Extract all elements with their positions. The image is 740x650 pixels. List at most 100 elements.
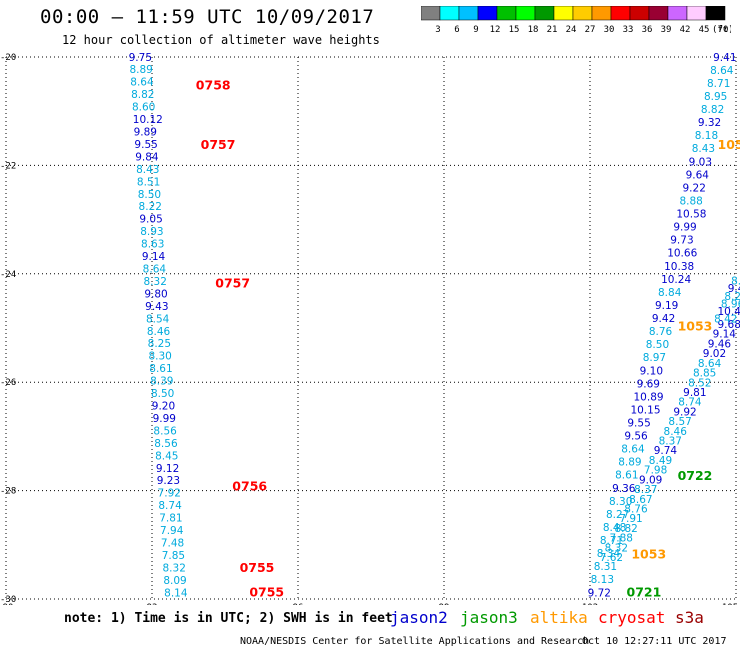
swh-value-left-track: 9.84 (135, 151, 159, 163)
swh-value-right-track-2: 8.74 (678, 397, 702, 409)
y-tick-label: -22 (0, 161, 16, 171)
swh-value-left-track: 9.14 (142, 251, 166, 263)
swh-value-left-track: 10.12 (133, 114, 163, 126)
swh-value-left-track: 8.61 (149, 363, 172, 375)
swh-value-right-track-1: 8.18 (695, 130, 718, 142)
colorbar-label: 12 (490, 25, 501, 35)
page-title: 00:00 – 11:59 UTC 10/09/2017 (40, 6, 375, 28)
swh-value-right-track-1: 10.15 (630, 404, 660, 416)
colorbar-label: 3 (435, 25, 440, 35)
swh-value-left-track: 8.64 (143, 264, 167, 276)
swh-value-right-track-1: 8.48 (603, 522, 626, 534)
colorbar-unit: (ft) (712, 25, 731, 35)
swh-value-right-track-1: 10.66 (667, 248, 697, 260)
x-tick-label: 96 (293, 603, 304, 605)
swh-value-right-track-1: 8.88 (679, 195, 702, 207)
swh-value-right-track-1: 8.71 (707, 78, 730, 90)
pass-time-label: 0722 (678, 468, 713, 483)
swh-value-right-track-2: 8.85 (693, 368, 716, 380)
swh-value-right-track-2: 8.67 (629, 494, 652, 506)
swh-value-right-track-1: 8.34 (597, 548, 621, 560)
swh-value-right-track-2: 8.82 (614, 523, 637, 535)
swh-value-right-track-1: 9.72 (588, 587, 611, 599)
swh-value-right-track-2: 7.88 (610, 533, 633, 545)
swh-value-right-track-1: 8.64 (710, 65, 734, 77)
legend-s3a: s3a (675, 608, 704, 627)
swh-value-right-track-1: 8.30 (609, 496, 632, 508)
swh-value-right-track-3: 8.4 (731, 276, 740, 288)
swh-value-left-track: 7.81 (159, 513, 182, 525)
swh-value-left-track: 8.09 (163, 575, 186, 587)
swh-value-left-track: 8.74 (158, 500, 182, 512)
swh-value-right-track-1: 8.71 (600, 535, 623, 547)
swh-value-right-track-2: 8.49 (649, 455, 672, 467)
wave-height-map: 90939699102105-20-22-24-26-28-309.758.89… (0, 52, 740, 605)
swh-value-right-track-1: 8.61 (615, 470, 638, 482)
pass-time-label: 1053 (631, 546, 666, 561)
swh-value-right-track-3: 8.2 (724, 291, 740, 303)
swh-value-right-track-2: 7.98 (644, 465, 667, 477)
colorbar-swatch (705, 6, 726, 21)
swh-value-right-track-1: 10.58 (676, 209, 706, 221)
colorbar-label: 6 (454, 25, 459, 35)
swh-value-right-track-1: 10.89 (634, 391, 664, 403)
swh-value-left-track: 9.23 (157, 475, 180, 487)
swh-value-right-track-1: 9.69 (637, 378, 660, 390)
y-tick-label: -28 (0, 487, 16, 497)
swh-value-right-track-1: 9.36 (612, 483, 636, 495)
y-tick-label: -26 (0, 378, 16, 388)
swh-value-left-track: 9.80 (144, 288, 167, 300)
x-tick-label: 102 (582, 603, 598, 605)
swh-value-right-track-2: 8.64 (698, 358, 722, 370)
colorbar-label: 42 (680, 25, 691, 35)
swh-value-left-track: 9.89 (134, 127, 157, 139)
x-tick-label: 93 (147, 603, 158, 605)
swh-value-right-track-1: 9.03 (689, 156, 712, 168)
swh-value-left-track: 8.30 (148, 351, 171, 363)
swh-value-left-track: 7.92 (158, 488, 181, 500)
swh-value-left-track: 9.55 (134, 139, 157, 151)
swh-value-left-track: 8.50 (151, 388, 174, 400)
swh-value-left-track: 9.12 (156, 463, 179, 475)
swh-value-right-track-2: 9.92 (673, 406, 696, 418)
swh-value-right-track-1: 9.42 (652, 313, 675, 325)
colorbar-label: 39 (661, 25, 672, 35)
swh-value-left-track: 8.56 (154, 438, 178, 450)
swh-value-right-track-1: 10.38 (664, 261, 694, 273)
swh-value-right-track-2: 8.37 (634, 484, 657, 496)
swh-value-right-track-3: 9.4 (728, 283, 740, 295)
pass-time-label: 105 (718, 137, 740, 152)
legend-cryosat: cryosat (598, 608, 666, 627)
legend-jason2: jason2 (390, 608, 448, 627)
swh-value-right-track-1: 9.22 (683, 182, 706, 194)
colorbar-label: 33 (623, 25, 634, 35)
swh-value-right-track-1: 8.89 (618, 457, 641, 469)
colorbar-label: 70 (718, 25, 729, 35)
colorbar-label: 15 (509, 25, 520, 35)
swh-value-right-track-1: 9.32 (698, 117, 721, 129)
swh-value-left-track: 8.82 (131, 89, 154, 101)
swh-value-right-track-1: 9.41 (713, 52, 736, 64)
credit-text: NOAA/NESDIS Center for Satellite Applica… (240, 636, 590, 647)
pass-time-label: 0756 (232, 479, 267, 494)
swh-value-left-track: 8.54 (146, 313, 170, 325)
swh-value-right-track-1: 8.43 (692, 143, 715, 155)
pass-time-label: 1053 (678, 319, 713, 334)
colorbar-label: 27 (585, 25, 596, 35)
swh-value-right-track-1: 8.84 (658, 287, 682, 299)
swh-value-right-track-1: 9.99 (673, 222, 696, 234)
swh-value-right-track-2: 9.09 (639, 474, 662, 486)
swh-value-right-track-2: 7.91 (619, 513, 642, 525)
swh-value-right-track-2: 8.76 (624, 504, 648, 516)
footer-note: note: 1) Time is in UTC; 2) SWH is in fe… (64, 611, 393, 626)
swh-value-right-track-2: 8.46 (664, 426, 688, 438)
swh-value-right-track-1: 8.97 (643, 352, 666, 364)
swh-value-right-track-1: 10.24 (661, 274, 691, 286)
y-tick-label: -24 (0, 270, 16, 280)
swh-value-left-track: 8.63 (141, 239, 164, 251)
swh-value-right-track-2: 9.81 (683, 387, 706, 399)
swh-value-right-track-1: 8.76 (649, 326, 673, 338)
swh-value-right-track-1: 9.56 (624, 431, 648, 443)
swh-value-left-track: 8.60 (132, 102, 155, 114)
